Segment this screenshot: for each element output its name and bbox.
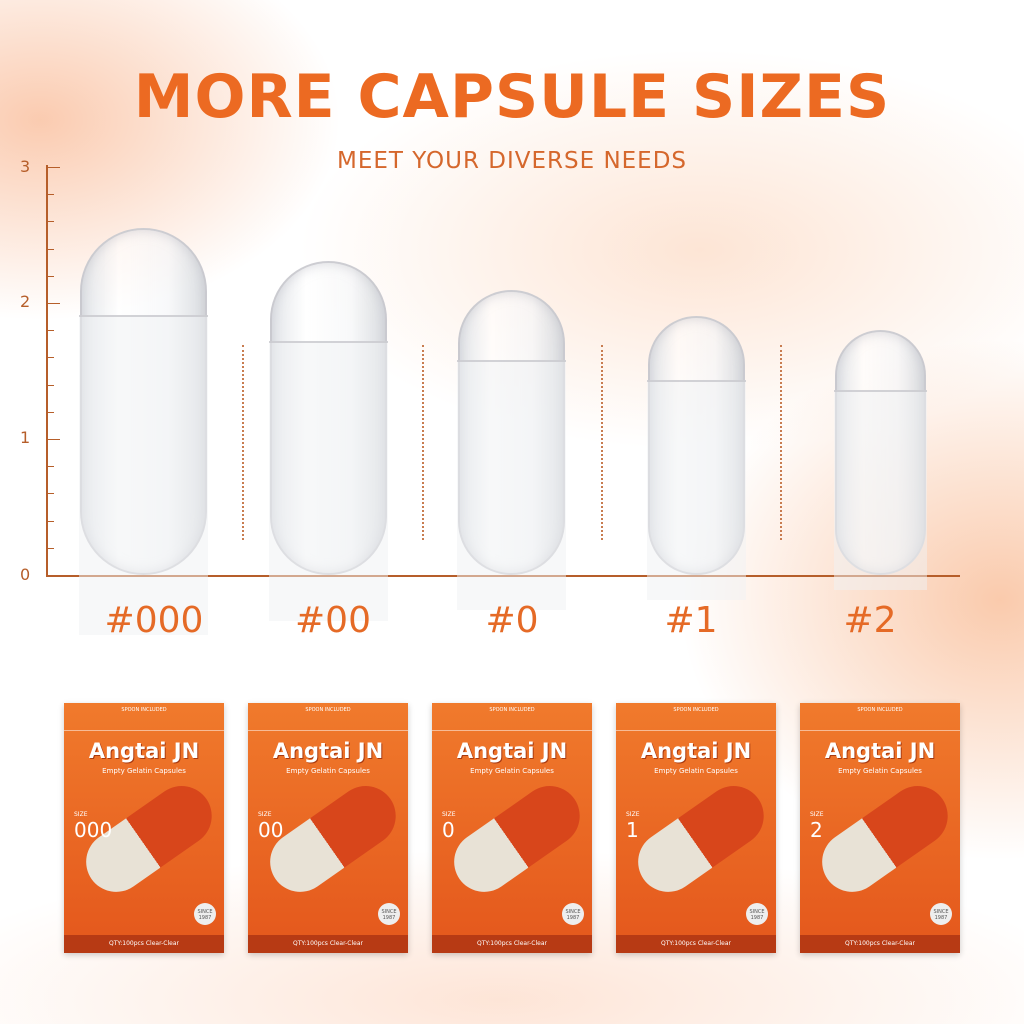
capsule-000 [79, 228, 208, 635]
since-badge: SINCE 1987 [562, 903, 584, 925]
separator [601, 345, 603, 540]
quantity-label: QTY:100pcs Clear-Clear [432, 935, 592, 953]
product-description: Empty Gelatin Capsules [654, 767, 738, 775]
axis-tick [46, 493, 54, 495]
page-title: MORE CAPSULE SIZES [133, 62, 891, 132]
size-caption: SIZE [74, 811, 88, 818]
axis-tick [46, 275, 54, 277]
axis-tick [46, 303, 60, 304]
quantity-label: QTY:100pcs Clear-Clear [800, 935, 960, 953]
product-description: Empty Gelatin Capsules [470, 767, 554, 775]
size-value: 000 [74, 818, 113, 842]
size-label: #000 [104, 600, 204, 641]
axis-tick [46, 221, 54, 223]
axis-tick [46, 194, 54, 196]
product-package: SPOON INCLUDED Angtai JN Empty Gelatin C… [616, 703, 776, 953]
axis-tick [46, 520, 54, 522]
product-description: Empty Gelatin Capsules [838, 767, 922, 775]
capsule-0 [457, 290, 566, 610]
axis-tick [46, 547, 54, 549]
size-label: #2 [843, 600, 897, 641]
brand-name: Angtai JN [824, 739, 936, 763]
quantity-label: QTY:100pcs Clear-Clear [64, 935, 224, 953]
product-package: SPOON INCLUDED Angtai JN Empty Gelatin C… [248, 703, 408, 953]
size-caption: SIZE [626, 811, 640, 818]
spoon-label: SPOON INCLUDED [616, 703, 776, 731]
axis-tick [46, 466, 54, 468]
spoon-label: SPOON INCLUDED [800, 703, 960, 731]
page-subtitle: MEET YOUR DIVERSE NEEDS [336, 148, 688, 174]
axis-tick [46, 167, 60, 168]
product-package: SPOON INCLUDED Angtai JN Empty Gelatin C… [800, 703, 960, 953]
product-description: Empty Gelatin Capsules [286, 767, 370, 775]
spoon-label: SPOON INCLUDED [248, 703, 408, 731]
size-caption: SIZE [442, 811, 456, 818]
axis-tick [46, 411, 54, 413]
size-value: 2 [810, 818, 823, 842]
capsule-illustration [626, 774, 776, 904]
capsule-illustration [810, 774, 960, 904]
size-caption: SIZE [258, 811, 272, 818]
tick-label: 0 [20, 565, 31, 584]
size-value: 0 [442, 818, 455, 842]
separator [422, 345, 424, 540]
spoon-label: SPOON INCLUDED [432, 703, 592, 731]
since-badge: SINCE 1987 [930, 903, 952, 925]
separator [780, 345, 782, 540]
quantity-label: QTY:100pcs Clear-Clear [248, 935, 408, 953]
capsule-1 [647, 316, 746, 600]
since-badge: SINCE 1987 [746, 903, 768, 925]
axis-tick [46, 575, 60, 576]
tick-label: 2 [20, 292, 31, 311]
since-badge: SINCE 1987 [378, 903, 400, 925]
size-value: 1 [626, 818, 639, 842]
spoon-label: SPOON INCLUDED [64, 703, 224, 731]
quantity-label: QTY:100pcs Clear-Clear [616, 935, 776, 953]
since-badge: SINCE 1987 [194, 903, 216, 925]
brand-name: Angtai JN [88, 739, 200, 763]
axis-tick [46, 248, 54, 250]
tick-label: 3 [20, 157, 31, 176]
tick-label: 1 [20, 428, 31, 447]
y-axis [46, 165, 48, 577]
capsule-2 [834, 330, 927, 590]
product-package: SPOON INCLUDED Angtai JN Empty Gelatin C… [64, 703, 224, 953]
brand-name: Angtai JN [272, 739, 384, 763]
size-label: #1 [664, 600, 718, 641]
size-caption: SIZE [810, 811, 824, 818]
axis-tick [46, 384, 54, 386]
axis-tick [46, 330, 54, 332]
size-value: 00 [258, 818, 284, 842]
product-description: Empty Gelatin Capsules [102, 767, 186, 775]
brand-name: Angtai JN [456, 739, 568, 763]
capsule-00 [269, 261, 388, 621]
separator [242, 345, 244, 540]
capsule-illustration [442, 774, 592, 904]
size-label: #00 [295, 600, 371, 641]
size-label: #0 [485, 600, 539, 641]
product-package: SPOON INCLUDED Angtai JN Empty Gelatin C… [432, 703, 592, 953]
brand-name: Angtai JN [640, 739, 752, 763]
axis-tick [46, 357, 54, 359]
axis-tick [46, 439, 60, 440]
